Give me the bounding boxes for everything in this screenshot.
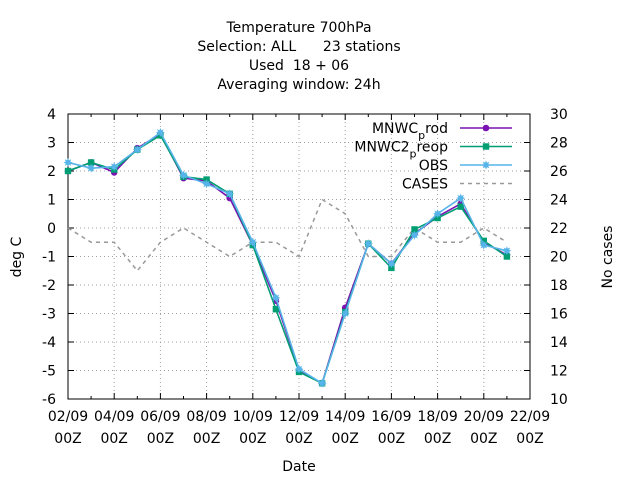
y2-tick-label: 18	[550, 278, 568, 294]
data-point	[64, 167, 72, 175]
data-point	[294, 364, 304, 374]
chart-title: Temperature 700hPa Selection: ALL 23 stat…	[197, 20, 400, 93]
grid	[68, 114, 530, 399]
legend-label: OBS	[419, 158, 448, 174]
data-point	[87, 159, 95, 166]
y2-tick-label: 14	[550, 335, 568, 351]
y-tick-label: 0	[47, 221, 56, 237]
x-tick-label-hour: 00Z	[331, 431, 358, 447]
y-tick-label: 4	[47, 107, 56, 123]
data-point	[482, 124, 490, 132]
y2-axis-label: No cases	[600, 226, 616, 289]
y2-tick-label: 10	[550, 392, 568, 408]
y-tick-label: -1	[42, 250, 56, 266]
legend-item: CASES	[402, 177, 512, 193]
y2-tick-label: 24	[550, 193, 568, 209]
x-tick-label-hour: 00Z	[239, 431, 266, 447]
x-tick-label-date: 06/09	[140, 409, 180, 425]
data-point	[155, 127, 165, 138]
data-point	[457, 203, 464, 210]
data-point	[479, 240, 489, 250]
data-point	[271, 293, 281, 303]
data-point	[340, 308, 350, 319]
y-tick-label: -2	[42, 278, 56, 294]
data-point	[433, 209, 443, 219]
y2-tick-label: 30	[550, 107, 568, 123]
series-lines	[63, 127, 512, 388]
legend-item: MNWC2preop	[354, 140, 512, 161]
y2-tick-label: 26	[550, 164, 568, 180]
data-point	[248, 237, 258, 247]
x-tick-label-hour: 00Z	[285, 431, 312, 447]
data-point	[363, 239, 373, 249]
legend-label: MNWCprod	[372, 121, 448, 142]
y2-tick-label: 20	[550, 250, 568, 266]
x-tick-label-hour: 00Z	[424, 431, 451, 447]
x-tick-label-date: 22/09	[510, 409, 550, 425]
x-tick-label-hour: 00Z	[378, 431, 405, 447]
data-point	[109, 162, 119, 172]
data-point	[225, 189, 235, 199]
data-point	[482, 143, 490, 150]
y-tick-label: 1	[47, 193, 56, 209]
data-point	[86, 163, 96, 173]
y-tick-label: 3	[47, 136, 56, 152]
data-point	[132, 145, 142, 155]
data-point	[456, 193, 466, 203]
data-point	[63, 157, 73, 168]
data-point	[503, 253, 511, 260]
x-tick-label-hour: 00Z	[516, 431, 543, 447]
x-tick-label-hour: 00Z	[147, 431, 174, 447]
series-line	[67, 131, 508, 385]
x-tick-label-date: 08/09	[186, 409, 226, 425]
x-tick-label-date: 04/09	[94, 409, 134, 425]
x-tick-label-hour: 00Z	[54, 431, 81, 447]
y-tick-label: -3	[42, 307, 56, 323]
data-point	[178, 170, 189, 180]
legend-item: OBS	[419, 158, 512, 174]
y2-tick-label: 22	[550, 221, 568, 237]
data-point	[481, 160, 491, 170]
x-tick-label-hour: 00Z	[100, 431, 127, 447]
y-tick-label: -5	[42, 364, 56, 380]
x-tick-label-date: 10/09	[233, 409, 273, 425]
data-point	[502, 246, 512, 256]
y2-tick-label: 12	[550, 364, 568, 380]
title-line: Used 18 + 06	[249, 58, 349, 74]
data-point	[202, 179, 212, 189]
axes: -6-5-4-3-2-10123410121416182022242628300…	[42, 107, 568, 447]
x-tick-label-date: 16/09	[371, 409, 411, 425]
series-obs	[63, 127, 512, 388]
y-tick-label: 2	[47, 164, 56, 180]
x-tick-label-date: 18/09	[417, 409, 457, 425]
title-line: Selection: ALL 23 stations	[197, 39, 400, 55]
y2-tick-label: 16	[550, 307, 568, 323]
title-line: Averaging window: 24h	[217, 77, 380, 93]
x-tick-label-date: 14/09	[325, 409, 365, 425]
legend-label: CASES	[402, 177, 448, 193]
y-axis-label: deg C	[9, 236, 25, 277]
series-line-cases	[67, 198, 508, 272]
data-point	[409, 230, 420, 240]
x-axis-label: Date	[282, 459, 315, 475]
data-point	[317, 378, 327, 388]
x-tick-label-date: 02/09	[48, 409, 88, 425]
data-point	[386, 259, 396, 269]
y-tick-label: -6	[42, 392, 56, 408]
legend-label: MNWC2preop	[354, 140, 448, 161]
legend-item: MNWCprod	[372, 121, 512, 142]
title-line: Temperature 700hPa	[225, 20, 371, 36]
x-tick-label-date: 20/09	[464, 409, 504, 425]
x-tick-label-hour: 00Z	[470, 431, 497, 447]
x-tick-label-hour: 00Z	[193, 431, 220, 447]
y2-tick-label: 28	[550, 136, 568, 152]
y-tick-label: -4	[42, 335, 56, 351]
x-tick-label-date: 12/09	[279, 409, 319, 425]
data-point	[411, 226, 418, 233]
data-point	[272, 306, 280, 313]
